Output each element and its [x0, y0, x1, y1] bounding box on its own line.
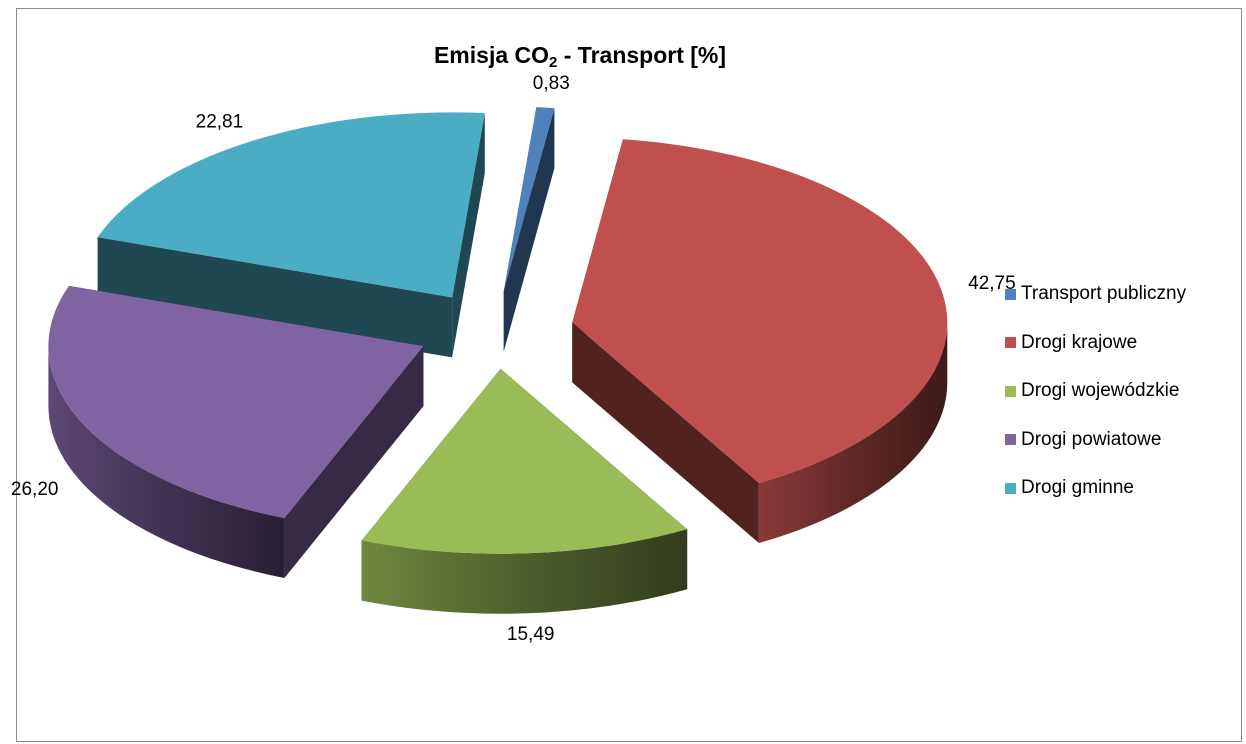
legend-item-drogi-wojewodzkie: Drogi wojewódzkie: [1005, 367, 1235, 416]
slice-side-drogi-powiatowe-start: [284, 346, 424, 579]
slice-wall-drogi-powiatowe: [48, 346, 285, 579]
slice-side-drogi-gminne-end: [452, 113, 485, 358]
legend-label: Drogi wojewódzkie: [1021, 380, 1180, 402]
slice-drogi-powiatowe: [48, 285, 424, 579]
slice-top-drogi-wojewodzkie: [361, 368, 688, 554]
legend-label: Drogi krajowe: [1021, 331, 1138, 353]
legend-swatch: [1005, 482, 1016, 494]
slice-drogi-gminne: [97, 112, 485, 358]
legend-item-transport-publiczny: Transport publiczny: [1005, 270, 1235, 319]
slice-top-drogi-gminne: [97, 112, 485, 298]
legend: Transport publiczny Drogi krajowe Drogi …: [1005, 270, 1235, 513]
chart-title-main: Emisja CO: [433, 42, 550, 68]
data-label-drogi-wojewodzkie: 15,49: [507, 624, 555, 645]
slice-top-drogi-powiatowe: [48, 285, 424, 519]
legend-item-drogi-krajowe: Drogi krajowe: [1005, 319, 1235, 368]
slice-side-transport-publiczny-end: [503, 108, 555, 352]
slice-side-drogi-gminne-start: [97, 237, 453, 358]
legend-swatch: [1005, 434, 1016, 446]
slice-wall-drogi-krajowe: [758, 322, 948, 544]
chart-title-subscript: 2: [549, 54, 558, 71]
data-label-drogi-gminne: 22,81: [196, 112, 244, 133]
legend-label: Drogi powiatowe: [1021, 428, 1162, 450]
legend-swatch: [1005, 288, 1016, 300]
slice-wall-drogi-wojewodzkie: [361, 529, 688, 614]
legend-item-drogi-gminne: Drogi gminne: [1005, 464, 1235, 513]
data-label-drogi-powiatowe: 26,20: [11, 479, 59, 500]
data-label-transport-publiczny: 0,83: [533, 73, 570, 94]
legend-label: Transport publiczny: [1021, 283, 1187, 305]
legend-label: Drogi gminne: [1021, 477, 1134, 499]
chart-title-rest: - Transport [%]: [557, 42, 727, 68]
pie-sides: [48, 107, 948, 614]
slice-side-drogi-krajowe-end: [572, 322, 759, 544]
chart-title: Emisja CO2 - Transport [%]: [0, 42, 1160, 71]
slice-drogi-krajowe: [572, 139, 948, 544]
legend-item-drogi-powiatowe: Drogi powiatowe: [1005, 416, 1235, 465]
slice-top-transport-publiczny: [503, 107, 555, 292]
legend-swatch: [1005, 337, 1016, 349]
slice-top-drogi-krajowe: [572, 139, 948, 484]
data-label-drogi-krajowe: 42,75: [968, 273, 1016, 294]
slice-transport-publiczny: [503, 107, 555, 352]
legend-swatch: [1005, 385, 1016, 397]
pie-labels: 0,83 42,75 15,49 26,20 22,81: [11, 73, 1016, 645]
slice-drogi-wojewodzkie: [361, 368, 688, 614]
